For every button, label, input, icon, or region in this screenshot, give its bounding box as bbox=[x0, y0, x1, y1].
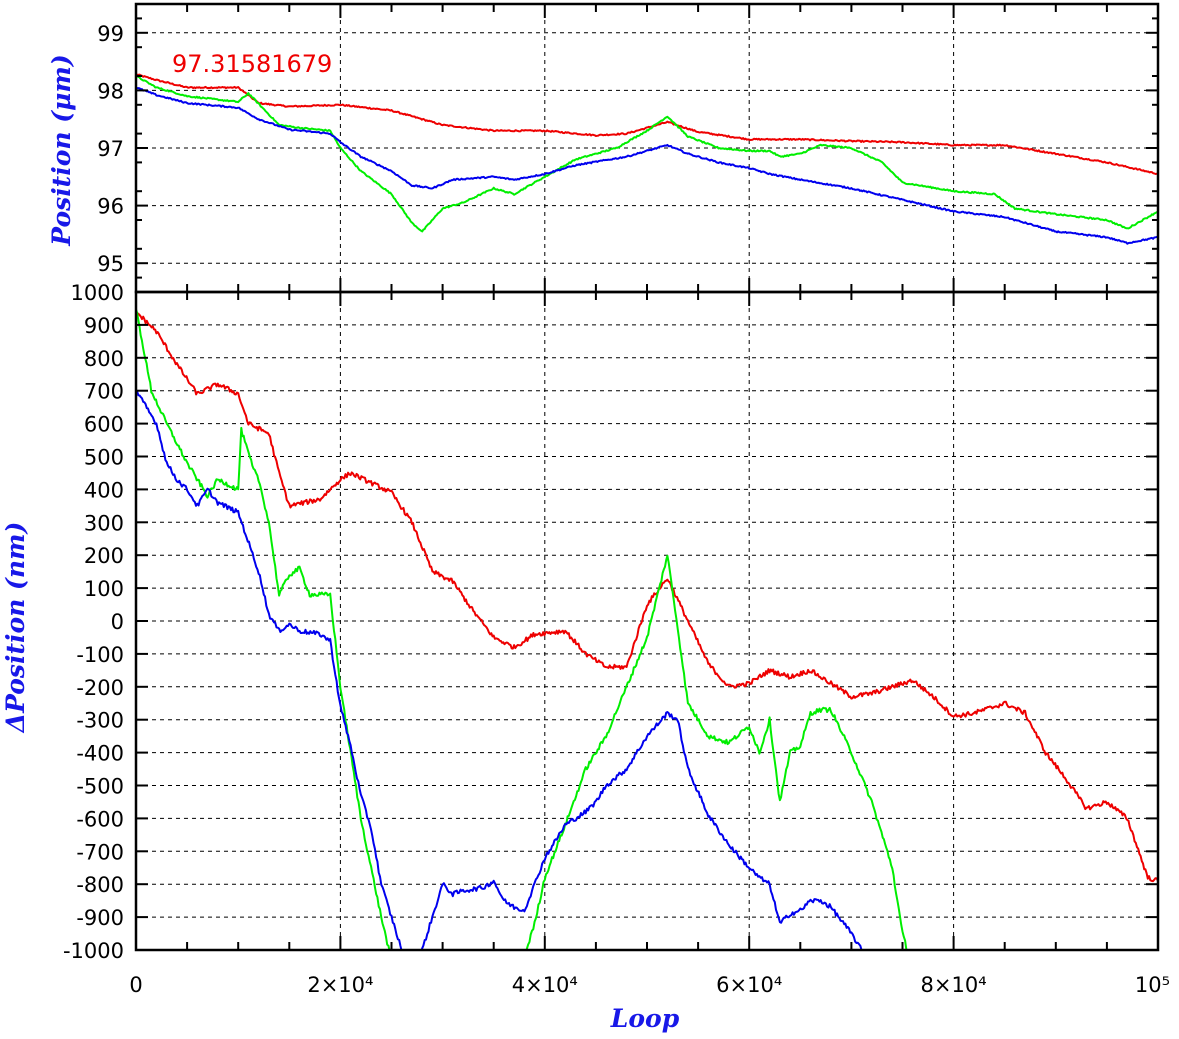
x-tick-label: 4×10⁴ bbox=[512, 973, 578, 997]
y-tick-label: 96 bbox=[97, 195, 124, 219]
x-tick-label: 2×10⁴ bbox=[307, 973, 373, 997]
bottom-series-line-2 bbox=[136, 390, 863, 950]
y-tick-label: 300 bbox=[84, 511, 124, 535]
y-tick-label: 800 bbox=[84, 347, 124, 371]
y-tick-label: -900 bbox=[76, 906, 124, 930]
y-tick-label: 500 bbox=[84, 446, 124, 470]
y-tick-label: -800 bbox=[76, 873, 124, 897]
y-tick-label: 1000 bbox=[71, 281, 124, 305]
y-tick-label: 200 bbox=[84, 544, 124, 568]
x-tick-label: 0 bbox=[129, 973, 142, 997]
y-tick-label: 400 bbox=[84, 478, 124, 502]
x-tick-label: 10⁵ bbox=[1135, 973, 1170, 997]
y-tick-label: 99 bbox=[97, 22, 124, 46]
y-tick-label: -700 bbox=[76, 840, 124, 864]
y-tick-label: -200 bbox=[76, 676, 124, 700]
y-tick-label: 600 bbox=[84, 413, 124, 437]
y-tick-label: 98 bbox=[97, 79, 124, 103]
y-tick-label: -300 bbox=[76, 709, 124, 733]
y-tick-label: -1000 bbox=[63, 939, 124, 963]
x-tick-label: 6×10⁴ bbox=[716, 973, 782, 997]
y-tick-label: 100 bbox=[84, 577, 124, 601]
top-series-line-1 bbox=[136, 75, 1158, 233]
bottom-series-line-0 bbox=[136, 310, 1158, 883]
x-axis-title: Loop bbox=[610, 1004, 680, 1033]
top-y-axis-title: Position (μm) bbox=[47, 54, 76, 246]
y-tick-label: -500 bbox=[76, 775, 124, 799]
y-tick-label: -100 bbox=[76, 643, 124, 667]
y-tick-label: -400 bbox=[76, 742, 124, 766]
top-series-line-0 bbox=[136, 73, 1158, 175]
y-tick-label: 97 bbox=[97, 137, 124, 161]
x-tick-label: 8×10⁴ bbox=[921, 973, 987, 997]
y-tick-label: 0 bbox=[111, 610, 124, 634]
y-tick-label: 95 bbox=[97, 252, 124, 276]
top-series-line-2 bbox=[136, 87, 1158, 245]
bottom-series-line-1 bbox=[136, 309, 908, 950]
bottom-y-axis-title: ΔPosition (nm) bbox=[1, 522, 30, 735]
y-tick-label: 900 bbox=[84, 314, 124, 338]
y-tick-label: 700 bbox=[84, 380, 124, 404]
chart-annotation: 97.31581679 bbox=[172, 50, 332, 78]
y-tick-label: -600 bbox=[76, 807, 124, 831]
